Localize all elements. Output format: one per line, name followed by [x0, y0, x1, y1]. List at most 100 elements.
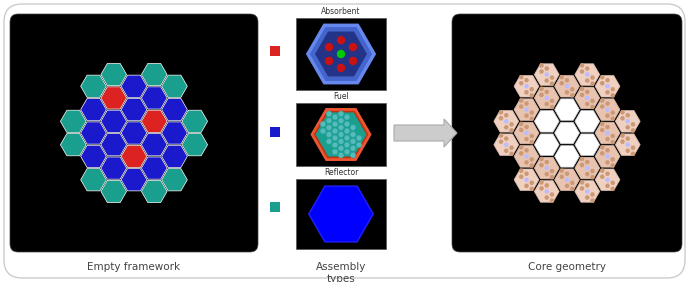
Polygon shape	[585, 160, 590, 164]
Polygon shape	[326, 118, 332, 123]
Polygon shape	[514, 122, 539, 144]
Polygon shape	[121, 122, 147, 144]
Polygon shape	[579, 186, 584, 191]
Polygon shape	[320, 122, 326, 127]
Polygon shape	[630, 152, 635, 156]
Polygon shape	[504, 149, 508, 153]
Polygon shape	[504, 113, 508, 117]
Polygon shape	[529, 157, 534, 162]
Polygon shape	[539, 87, 544, 91]
Polygon shape	[585, 72, 590, 77]
Polygon shape	[605, 90, 610, 94]
Polygon shape	[332, 128, 338, 134]
Polygon shape	[599, 128, 605, 132]
Polygon shape	[585, 96, 590, 100]
Polygon shape	[344, 135, 350, 140]
Polygon shape	[162, 145, 187, 168]
Polygon shape	[575, 181, 599, 202]
Polygon shape	[524, 154, 529, 158]
Polygon shape	[141, 180, 167, 202]
Polygon shape	[599, 104, 605, 109]
Polygon shape	[595, 146, 620, 167]
Circle shape	[338, 37, 344, 44]
Polygon shape	[524, 184, 529, 188]
Polygon shape	[332, 142, 338, 147]
Polygon shape	[610, 87, 615, 91]
FancyBboxPatch shape	[4, 4, 685, 278]
Polygon shape	[599, 81, 605, 85]
Polygon shape	[529, 140, 534, 144]
Polygon shape	[605, 125, 610, 129]
Polygon shape	[544, 166, 549, 170]
Polygon shape	[599, 98, 605, 103]
Polygon shape	[121, 98, 147, 121]
Polygon shape	[630, 146, 635, 150]
Polygon shape	[570, 87, 575, 91]
Polygon shape	[579, 87, 584, 91]
Polygon shape	[141, 63, 167, 86]
Polygon shape	[350, 125, 356, 130]
Polygon shape	[524, 107, 529, 112]
Polygon shape	[605, 84, 610, 88]
Polygon shape	[590, 75, 595, 80]
Polygon shape	[101, 180, 127, 202]
Polygon shape	[529, 181, 534, 185]
Polygon shape	[344, 149, 350, 155]
Polygon shape	[509, 128, 514, 133]
Polygon shape	[529, 111, 534, 115]
Polygon shape	[630, 128, 635, 133]
Polygon shape	[81, 169, 106, 191]
Polygon shape	[524, 125, 529, 129]
Polygon shape	[570, 187, 575, 191]
Polygon shape	[544, 72, 549, 77]
Polygon shape	[519, 98, 524, 103]
Polygon shape	[605, 114, 610, 118]
Polygon shape	[564, 171, 570, 176]
Polygon shape	[579, 93, 584, 97]
Polygon shape	[338, 146, 344, 151]
Polygon shape	[585, 172, 590, 176]
Polygon shape	[605, 160, 610, 165]
Polygon shape	[81, 75, 106, 97]
Polygon shape	[539, 186, 544, 191]
Polygon shape	[590, 192, 595, 197]
Polygon shape	[514, 146, 539, 167]
Polygon shape	[504, 136, 508, 141]
Polygon shape	[570, 181, 575, 185]
Polygon shape	[101, 134, 127, 156]
Polygon shape	[535, 134, 559, 155]
Polygon shape	[544, 78, 549, 83]
Polygon shape	[494, 111, 519, 132]
FancyArrow shape	[394, 119, 457, 147]
Polygon shape	[599, 145, 605, 149]
Polygon shape	[605, 148, 610, 153]
Polygon shape	[499, 140, 504, 144]
Polygon shape	[615, 134, 640, 155]
Polygon shape	[610, 163, 615, 168]
Polygon shape	[539, 93, 544, 97]
Polygon shape	[539, 157, 544, 161]
Polygon shape	[625, 136, 630, 141]
Polygon shape	[312, 109, 370, 160]
Polygon shape	[504, 142, 508, 147]
Polygon shape	[162, 98, 187, 121]
Circle shape	[325, 44, 333, 50]
Polygon shape	[338, 153, 344, 158]
Polygon shape	[555, 76, 579, 97]
Polygon shape	[519, 175, 524, 179]
Polygon shape	[610, 134, 615, 138]
Polygon shape	[585, 102, 590, 106]
Polygon shape	[519, 122, 524, 126]
Polygon shape	[585, 90, 590, 94]
Polygon shape	[544, 189, 549, 194]
Polygon shape	[350, 132, 356, 137]
Polygon shape	[605, 184, 610, 188]
Polygon shape	[101, 157, 127, 179]
Polygon shape	[332, 149, 338, 155]
Circle shape	[349, 44, 356, 50]
Polygon shape	[605, 131, 610, 135]
Polygon shape	[539, 163, 544, 167]
FancyBboxPatch shape	[10, 14, 258, 252]
Polygon shape	[101, 87, 127, 109]
Polygon shape	[610, 93, 615, 98]
